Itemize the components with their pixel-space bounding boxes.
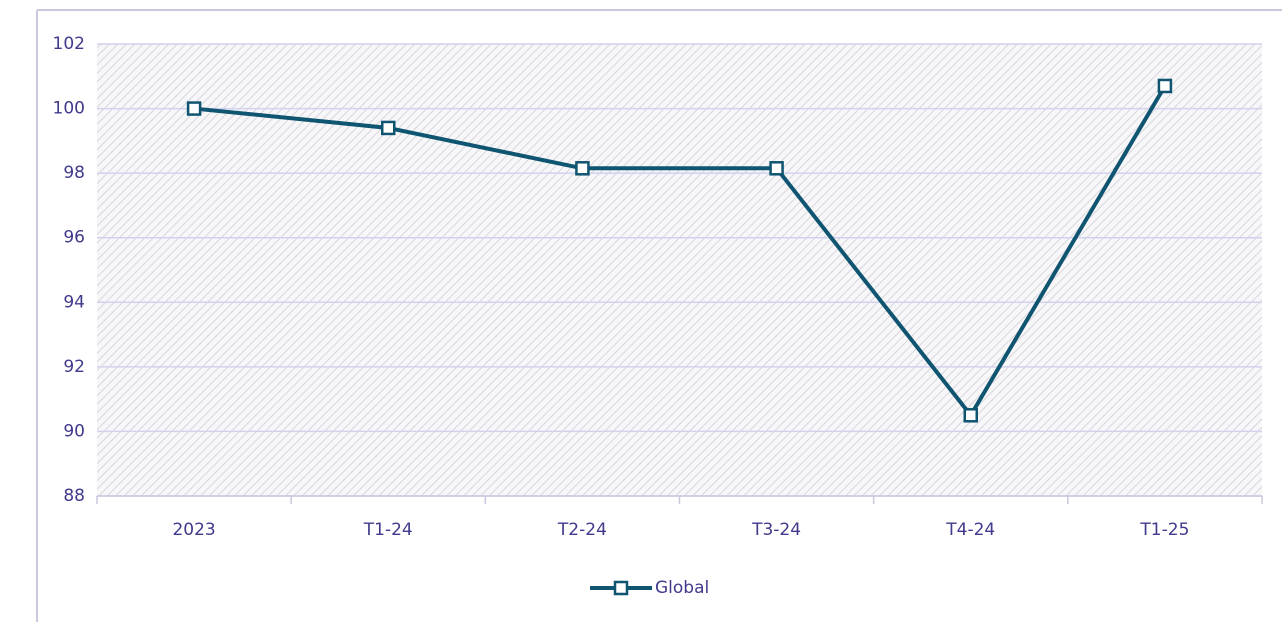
y-tick-label: 102 [53, 34, 85, 54]
y-tick-label: 98 [63, 163, 85, 183]
x-tick-label: T1-24 [363, 520, 413, 540]
y-tick-label: 92 [63, 357, 85, 377]
y-tick-label: 88 [63, 486, 85, 506]
legend-label: Global [655, 578, 709, 598]
point-marker [381, 120, 396, 136]
point-marker [575, 161, 590, 176]
y-tick-label: 90 [63, 421, 85, 441]
y-tick-label: 94 [63, 292, 85, 312]
legend-marker [613, 580, 629, 596]
x-tick-label: T1-25 [1139, 520, 1189, 540]
series-line [193, 84, 1167, 418]
point-marker [1157, 78, 1173, 94]
x-tick-label: T2-24 [557, 520, 607, 540]
plot-area [97, 44, 1262, 496]
x-tick-label: T3-24 [751, 520, 801, 540]
point-marker [186, 101, 202, 116]
y-tick-label: 100 [53, 99, 85, 119]
x-tick-label: 2023 [172, 520, 215, 540]
point-marker [769, 161, 784, 176]
y-tick-label: 96 [63, 228, 85, 248]
point-marker [963, 408, 978, 423]
x-tick-label: T4-24 [945, 520, 995, 540]
